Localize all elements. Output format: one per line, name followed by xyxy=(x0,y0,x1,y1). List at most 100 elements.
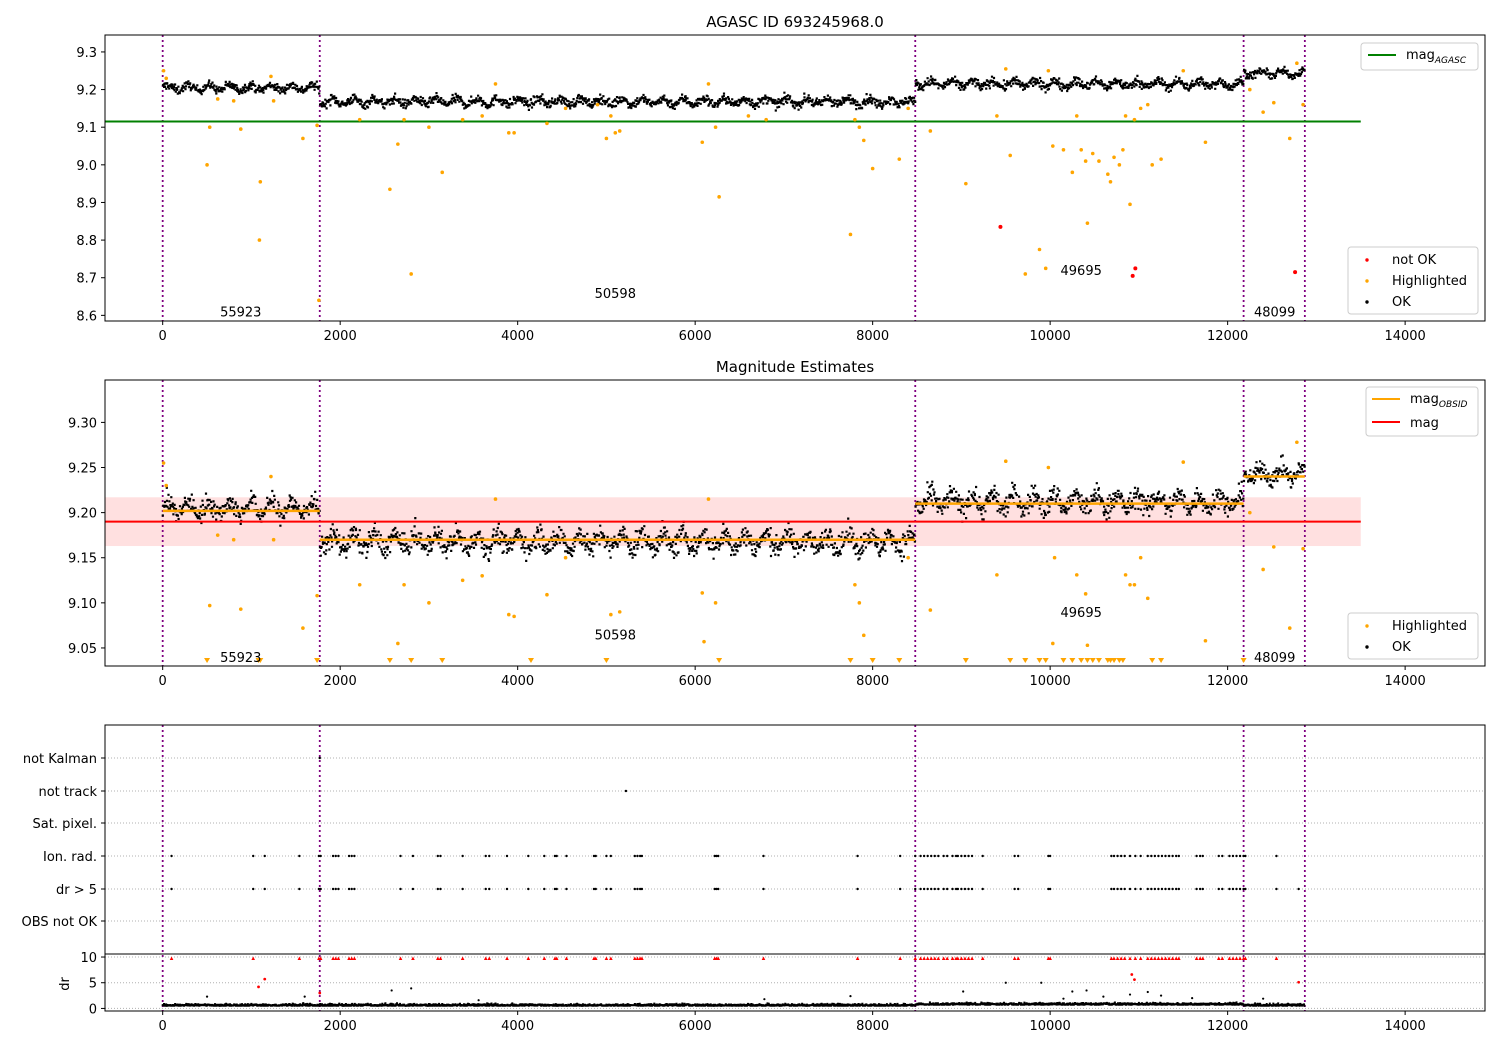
p3-flag-point xyxy=(439,887,442,891)
p3-flag-point xyxy=(937,854,940,858)
p3-dr-clipped-marker xyxy=(347,956,351,960)
p2-highlighted-clipped-marker xyxy=(1111,658,1118,663)
p2-highlighted-point xyxy=(506,612,511,617)
p3-flag-point xyxy=(1013,887,1016,891)
p2-highlighted-clipped-marker xyxy=(1158,658,1165,663)
p2-highlighted-point xyxy=(207,603,212,608)
p1-highlighted-point xyxy=(995,114,999,118)
p3-flag-point xyxy=(640,887,644,891)
p2-highlighted-point xyxy=(713,601,718,605)
p2-highlighted-clipped-marker xyxy=(314,658,321,663)
p2-highlighted-point xyxy=(857,601,862,605)
p2-highlighted-point xyxy=(1132,583,1137,587)
p3-dr-clipped-marker xyxy=(336,956,341,960)
p3-flag-point xyxy=(1171,887,1174,891)
p3-flag-point xyxy=(353,854,356,858)
p3-flag-point xyxy=(638,854,642,858)
p3-flag-point xyxy=(898,887,902,891)
p3-flag-point xyxy=(1164,854,1167,858)
p1-xtick-label: 0 xyxy=(159,329,167,344)
p2-highlighted-clipped-marker xyxy=(896,658,903,663)
p3-flag-point xyxy=(298,854,301,858)
p1-highlighted-point xyxy=(1085,221,1090,225)
p3-flag-point xyxy=(1013,854,1016,858)
p2-highlighted-point xyxy=(617,610,622,614)
p3-flag-point xyxy=(981,854,984,858)
p3-dr-clipped-marker xyxy=(918,956,923,960)
p1-obsid-label: 48099 xyxy=(1254,306,1295,321)
p3-flag-point xyxy=(1244,887,1247,891)
p3-flag-point xyxy=(963,854,967,858)
p3-dr-point xyxy=(1062,997,1065,1000)
p3-dr-clipped-marker xyxy=(925,956,930,960)
legend2-highlighted-label: Highlighted xyxy=(1392,619,1467,634)
p1-highlighted-point xyxy=(964,181,968,186)
p1-highlighted-point xyxy=(207,125,212,129)
p1-highlighted-point xyxy=(238,127,243,131)
legend-highlighted-label: Highlighted xyxy=(1392,274,1467,289)
p3-flag-point xyxy=(1195,887,1198,891)
p3-flag-point xyxy=(1123,854,1126,858)
p2-highlighted-point xyxy=(609,612,613,617)
p1-highlighted-point xyxy=(1295,61,1299,66)
p2-highlighted-point xyxy=(1301,546,1305,551)
p3-flag-point xyxy=(713,887,716,891)
p3-dr-clipped-marker xyxy=(963,956,967,960)
p1-highlighted-point xyxy=(1287,136,1292,141)
p3-dr-clipped-marker xyxy=(1048,956,1052,960)
p3-flag-label: not Kalman xyxy=(23,752,97,767)
p3-dr-clipped-marker xyxy=(1174,956,1178,960)
p2-ok-points xyxy=(318,517,916,563)
p1-highlighted-point xyxy=(301,136,305,141)
p3-dr-clipped-marker xyxy=(1170,956,1175,960)
p3-dr-clipped-marker xyxy=(1160,956,1164,960)
p3-dr-clipped-marker xyxy=(411,956,415,960)
p2-highlighted-clipped-marker xyxy=(1078,658,1085,663)
p1-highlighted-point xyxy=(1261,110,1265,114)
p1-highlighted-point xyxy=(269,74,273,79)
p3-flag-point xyxy=(1242,854,1245,858)
p2-highlighted-point xyxy=(427,601,431,605)
panel-mag-estimates: Magnitude Estimates 55923 50598 49695 48099… xyxy=(68,358,1486,689)
p3-flag-point xyxy=(319,854,322,858)
p1-highlighted-point xyxy=(388,187,392,192)
p3-dr-clipped-marker xyxy=(633,956,637,960)
p3-dr-clipped-marker xyxy=(318,956,323,960)
p3-flag-point xyxy=(527,854,530,858)
p3-flag-point xyxy=(1217,854,1220,858)
p2-highlighted-point xyxy=(1248,510,1252,515)
p3-dr-clipped-marker xyxy=(1216,956,1221,960)
p3-flag-point xyxy=(981,887,984,891)
p3-flag-point xyxy=(334,854,337,858)
p3-dr-point xyxy=(410,987,413,990)
p3-xtick-label: 0 xyxy=(159,1019,167,1034)
p3-dr-red-point xyxy=(263,977,267,981)
p1-highlighted-point xyxy=(717,195,721,199)
p3-flag-point xyxy=(1139,854,1142,858)
p1-highlighted-point xyxy=(1083,159,1088,163)
p1-highlighted-point xyxy=(1145,102,1150,107)
p3-dr-clipped-marker xyxy=(932,956,937,960)
p3-flag-point xyxy=(439,854,442,858)
p3-dr-clipped-marker xyxy=(1243,956,1248,960)
p3-flag-point xyxy=(922,854,926,858)
p1-highlighted-point xyxy=(164,76,169,81)
p3-flag-point xyxy=(967,854,970,858)
p3-dr-point xyxy=(1146,990,1149,994)
p1-highlighted-point xyxy=(257,238,262,242)
p3-flag-point xyxy=(1112,854,1116,858)
p2-ok-points xyxy=(1242,454,1306,489)
p3-dr-clipped-marker xyxy=(966,956,971,960)
p3-dr-point xyxy=(1262,997,1265,1000)
p3-flag-point xyxy=(624,789,628,793)
p2-highlighted-point xyxy=(315,593,319,598)
p3-flag-point xyxy=(1146,854,1149,858)
p2-obsid-label: 49695 xyxy=(1061,606,1102,621)
p1-highlighted-point xyxy=(1128,202,1132,207)
p3-flag-point xyxy=(1150,887,1153,891)
p3-flag-point xyxy=(1153,854,1157,858)
p2-highlighted-clipped-marker xyxy=(1007,658,1014,663)
p3-dr-clipped-marker xyxy=(922,956,926,960)
legend-mag-agasc-subscript: AGASC xyxy=(1434,56,1467,66)
